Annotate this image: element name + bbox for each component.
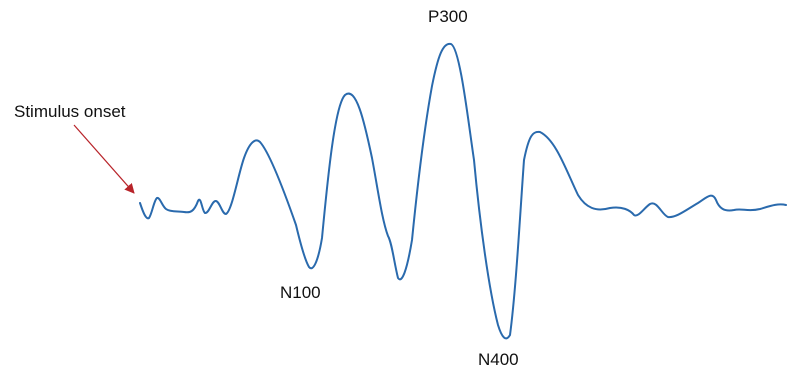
stimulus-onset-label: Stimulus onset (14, 102, 126, 121)
n100-label: N100 (280, 283, 321, 302)
stimulus-arrow (73, 124, 135, 194)
p300-label: P300 (428, 7, 468, 26)
n400-label: N400 (478, 350, 519, 369)
erp-waveform (139, 42, 787, 340)
